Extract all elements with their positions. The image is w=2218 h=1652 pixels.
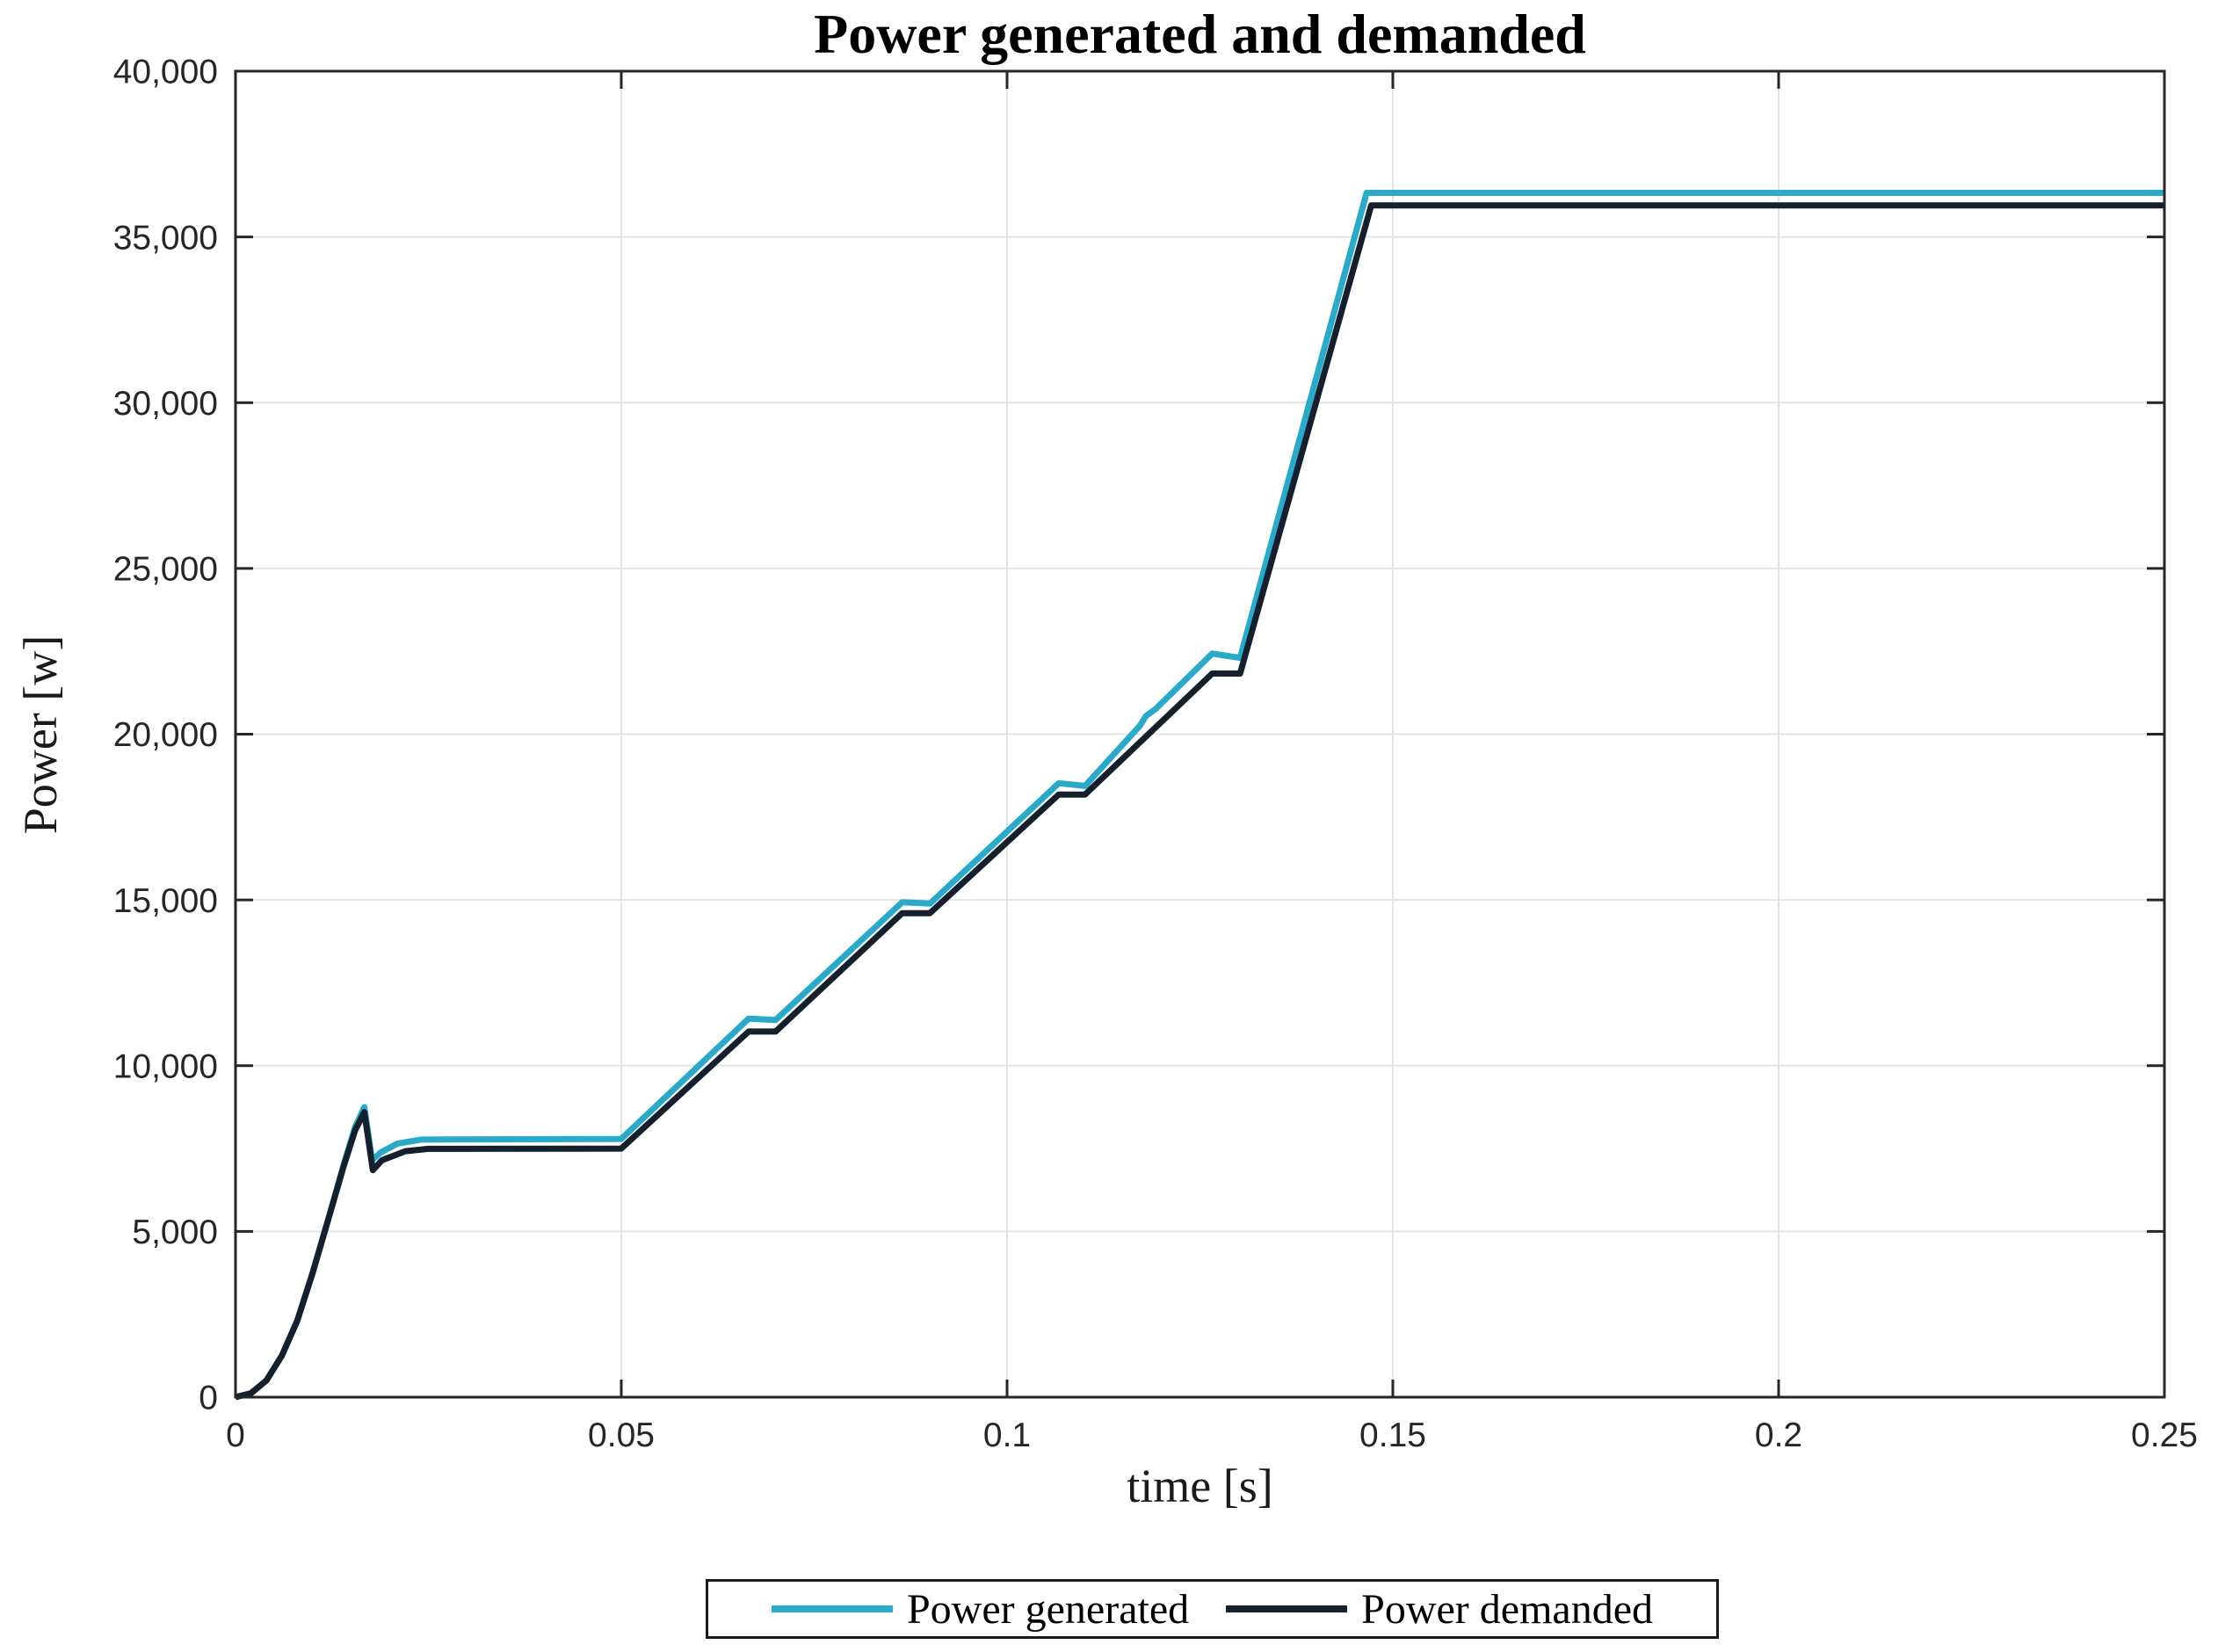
y-tick-label: 40,000 [113,54,218,91]
y-tick-label: 20,000 [113,716,218,754]
series-line-power-demanded [235,202,2164,1401]
legend-item-demanded: Power demanded [1226,1585,1653,1634]
x-tick-label: 0 [226,1417,245,1454]
x-tick-label: 0.25 [2131,1417,2198,1454]
y-axis-label: Power [w] [14,634,67,835]
y-tick-label: 15,000 [113,882,218,920]
x-axis-label: time [s] [1127,1460,1273,1512]
legend-line-generated-icon [771,1605,893,1612]
legend-item-generated: Power generated [771,1585,1190,1634]
legend: Power generated Power demanded [706,1579,1719,1639]
x-tick-label: 0.1 [983,1417,1031,1454]
legend-label-generated: Power generated [906,1585,1190,1633]
legend-label-demanded: Power demanded [1361,1585,1654,1633]
y-tick-label: 25,000 [113,551,218,589]
y-tick-label: 10,000 [113,1047,218,1085]
x-tick-label: 0.05 [588,1417,655,1454]
y-tick-label: 0 [199,1380,218,1417]
series-line-power-generated [235,190,2164,1401]
y-tick-label: 35,000 [113,219,218,257]
legend-line-demanded-icon [1226,1605,1348,1612]
y-tick-label: 5,000 [132,1214,218,1251]
chart-title: Power generated and demanded [814,3,1586,65]
x-tick-label: 0.2 [1755,1417,1802,1454]
x-tick-label: 0.15 [1359,1417,1426,1454]
y-tick-label: 30,000 [113,385,218,423]
